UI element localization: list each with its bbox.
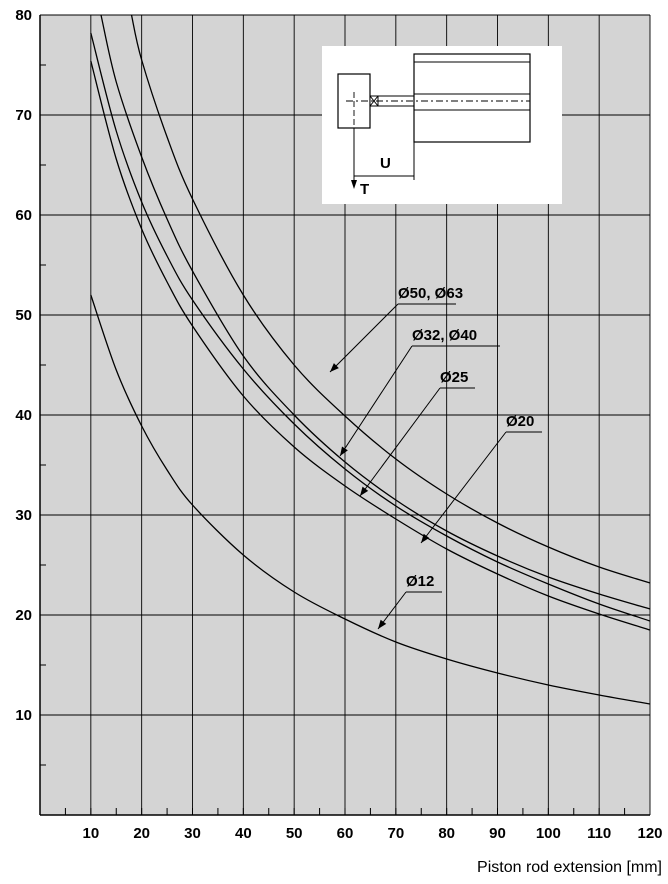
callout-leader (329, 303, 399, 373)
y-tick-labels: 10 20 30 40 50 60 70 80 (15, 7, 32, 724)
y-tick-label: 50 (15, 307, 32, 324)
x-tick-label: 30 (184, 825, 201, 842)
curves (90, 14, 651, 705)
x-axis-label: Piston rod extension [mm] (477, 859, 662, 876)
x-tick-label: 40 (235, 825, 252, 842)
x-tick-label: 60 (337, 825, 354, 842)
callout-leader (420, 431, 507, 544)
curve-label-3: Ø20 (506, 413, 534, 430)
x-tick-label: 10 (82, 825, 99, 842)
y-tick-label: 70 (15, 107, 32, 124)
x-tick-label: 20 (133, 825, 150, 842)
x-tick-label: 100 (536, 825, 561, 842)
y-tick-label: 60 (15, 207, 32, 224)
x-tick-label: 70 (387, 825, 404, 842)
x-tick-label: 120 (637, 825, 662, 842)
inset-label-t: T (360, 181, 369, 198)
callout-arrowhead (378, 619, 387, 629)
curve-series-0 (130, 14, 651, 584)
callout-arrowhead (340, 446, 348, 456)
axes (39, 15, 650, 816)
x-tick-label: 80 (438, 825, 455, 842)
curve-label-4: Ø12 (406, 573, 434, 590)
callout-arrowhead (421, 533, 430, 543)
curve-series-4 (90, 294, 651, 705)
curve-label-1: Ø32, Ø40 (412, 327, 477, 344)
callout-leader (339, 345, 413, 457)
y-tick-label: 80 (15, 7, 32, 24)
x-tick-label: 110 (587, 825, 611, 842)
cylinder-diagram-inset: U T (322, 46, 562, 204)
callout-arrowhead (360, 486, 369, 496)
curve-callouts: Ø50, Ø63 Ø32, Ø40 Ø25 Ø20 Ø12 (329, 285, 542, 630)
curve-series-2 (90, 32, 651, 622)
callout-arrowhead (330, 363, 339, 372)
x-tick-label: 90 (489, 825, 506, 842)
curve-series-3 (90, 60, 651, 631)
curve-label-2: Ø25 (440, 369, 468, 386)
x-tick-label: 50 (286, 825, 303, 842)
x-tick-labels: 10 20 30 40 50 60 70 80 90 100 110 120 (82, 825, 662, 842)
curve-label-0: Ø50, Ø63 (398, 285, 463, 302)
curve-series-1 (100, 14, 651, 610)
inset-label-u: U (380, 155, 391, 172)
y-tick-label: 20 (15, 607, 32, 624)
y-tick-label: 40 (15, 407, 32, 424)
y-tick-label: 30 (15, 507, 32, 524)
callout-leader (359, 387, 441, 497)
y-tick-label: 10 (15, 707, 32, 724)
